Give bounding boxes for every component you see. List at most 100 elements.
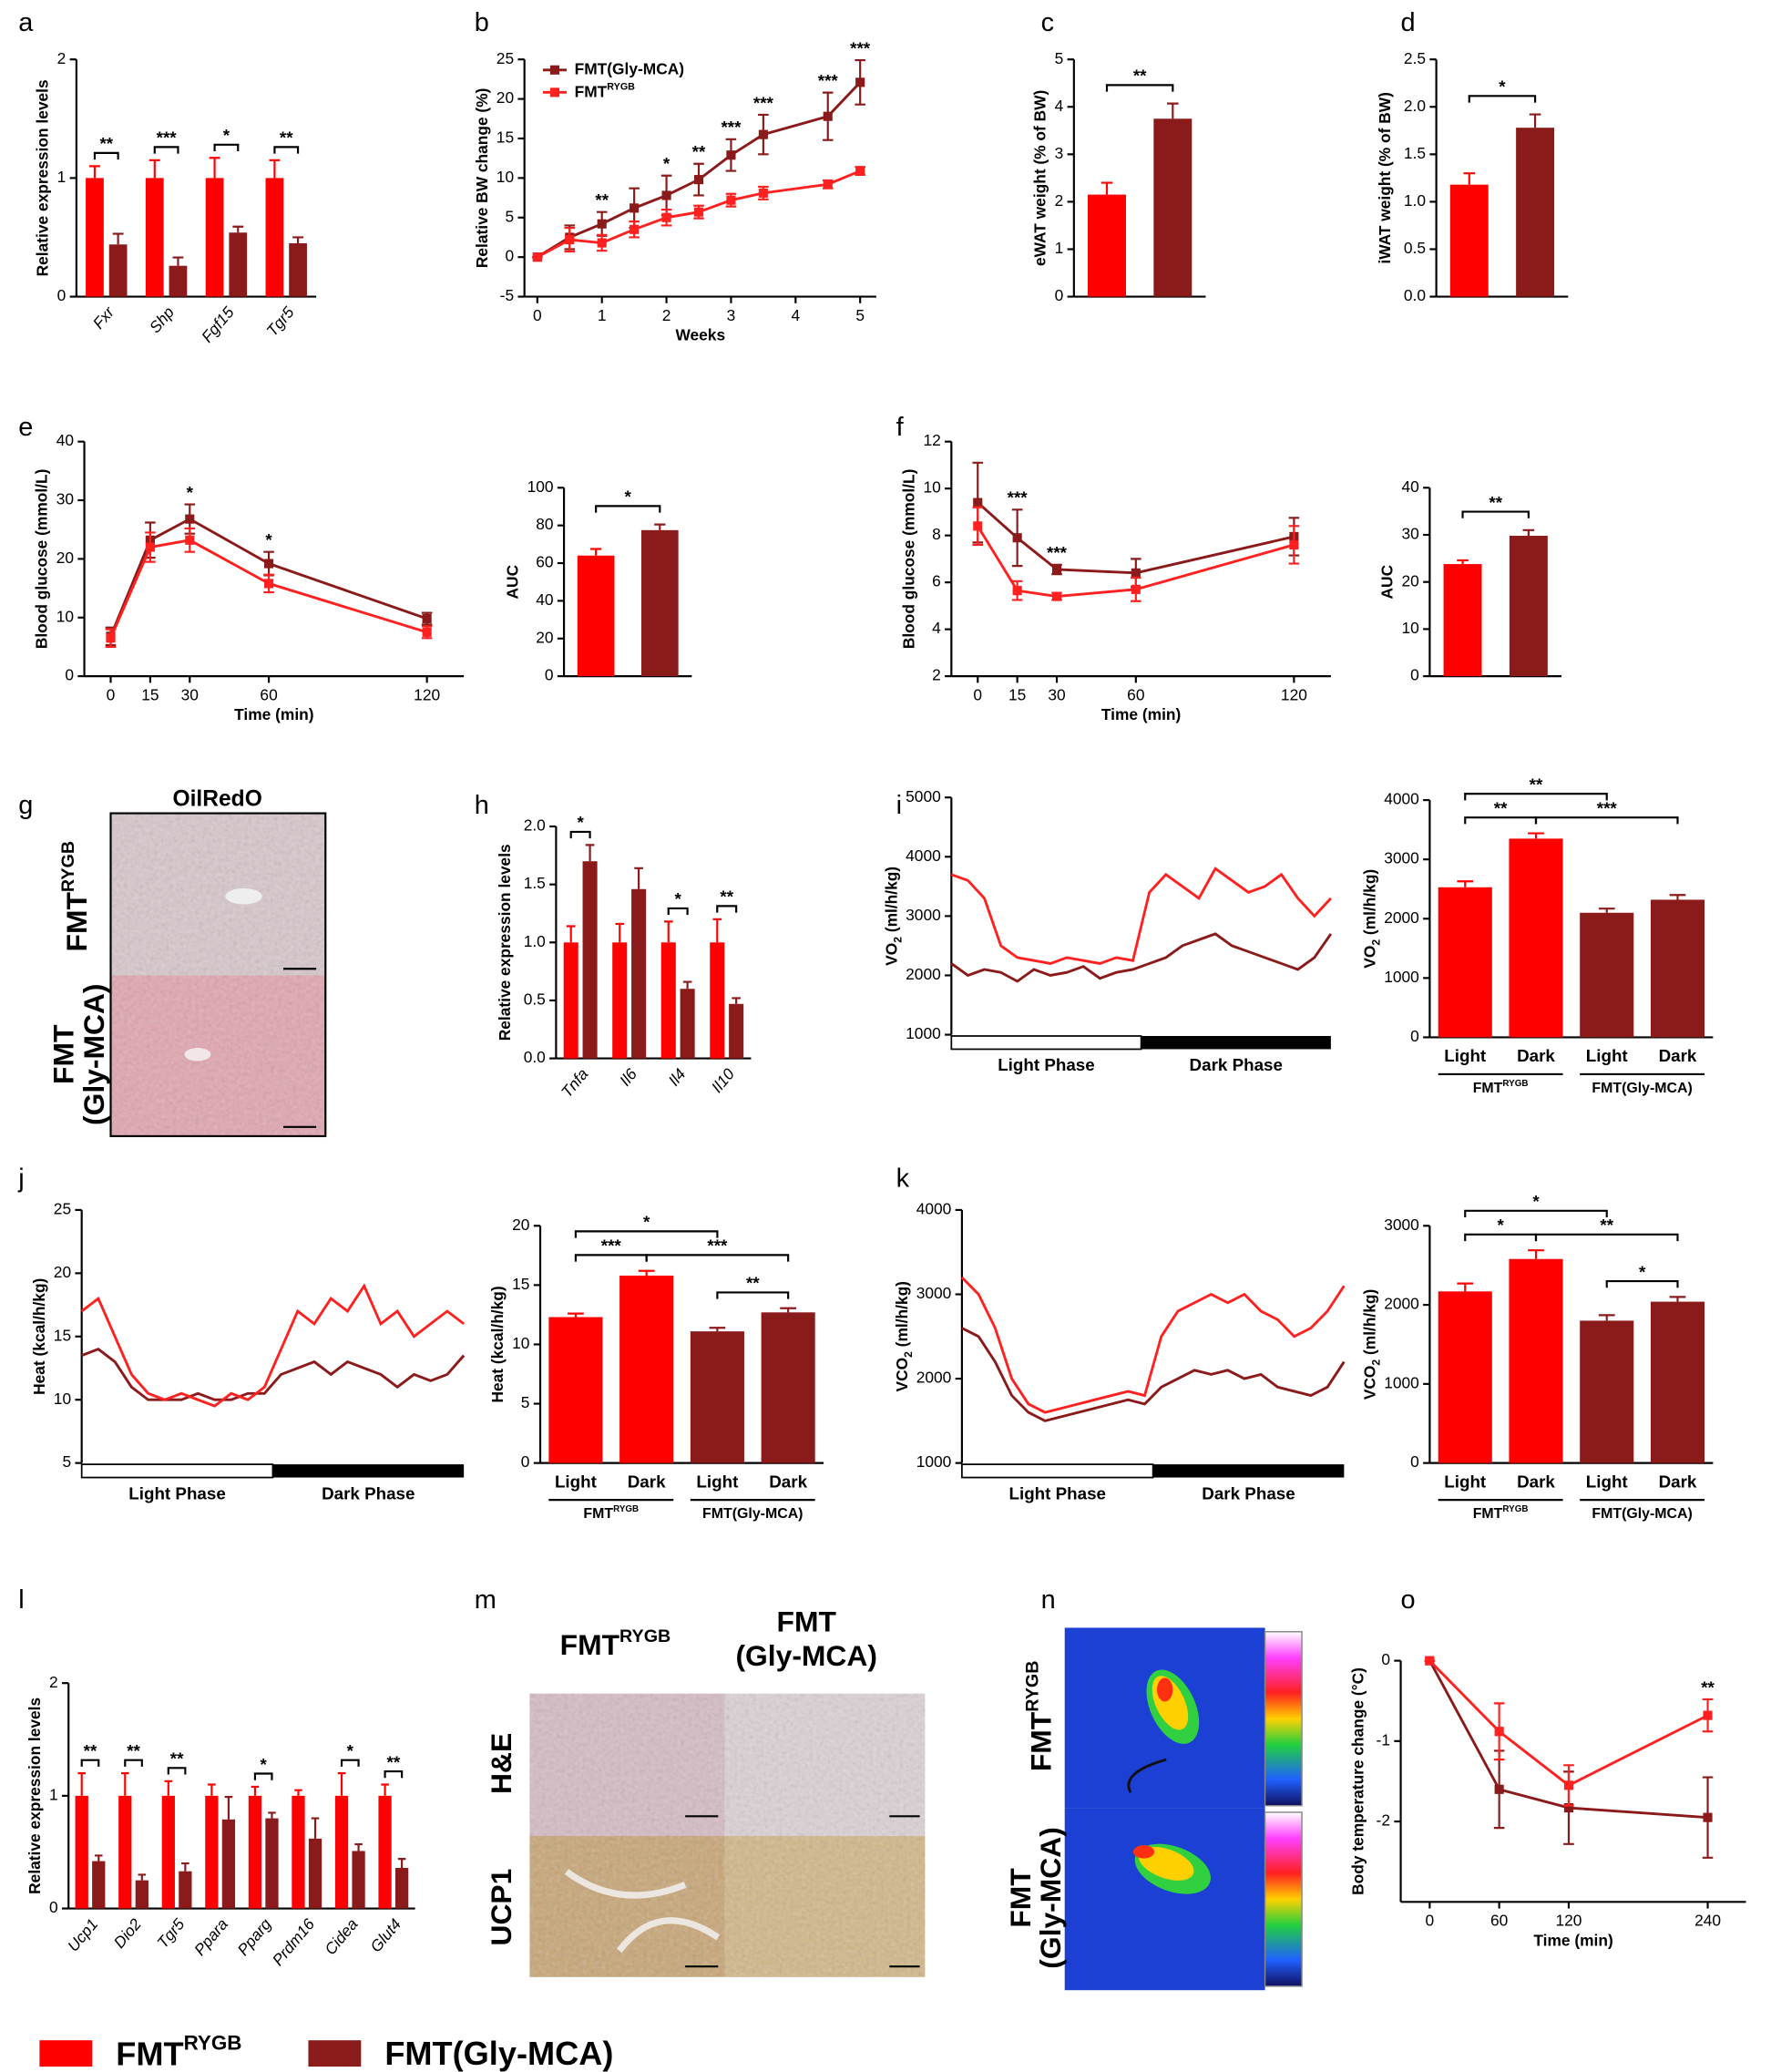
- x-tick-label: Ppara: [190, 1914, 231, 1959]
- error-bar: [1457, 559, 1469, 565]
- point: [422, 613, 432, 624]
- group-label-part: FMT: [1473, 1081, 1503, 1096]
- point: [1703, 1812, 1713, 1822]
- significance-label: **: [1489, 493, 1502, 512]
- panel-letter: k: [896, 1164, 910, 1193]
- point: [1563, 1803, 1574, 1813]
- y-tick-label: 20: [54, 1263, 71, 1281]
- significance-label: **: [1494, 798, 1508, 817]
- group-label-part: FMT: [583, 1506, 613, 1522]
- y-tick-label: 0: [545, 666, 554, 684]
- y-tick-label: 2: [57, 49, 67, 67]
- bar: [92, 1861, 106, 1909]
- series-line: [80, 1283, 466, 1408]
- significance-bracket: [716, 1291, 790, 1299]
- x-tick-label: 5: [855, 306, 865, 324]
- panel-n: n FMTRYGB FMT (Gly-MCA): [1004, 1585, 1303, 1991]
- error-bar: [568, 1312, 584, 1318]
- row-label-part: FMT: [60, 892, 93, 952]
- point: [726, 195, 736, 205]
- significance-label: **: [170, 1749, 184, 1769]
- group-label-part: RYGB: [1502, 1504, 1528, 1514]
- y-tick-label: 15: [512, 1275, 529, 1293]
- error-bar: [120, 1772, 129, 1796]
- point: [726, 150, 736, 160]
- error-bar: [1598, 908, 1615, 913]
- point: [693, 175, 704, 185]
- significance-label: **: [99, 134, 113, 153]
- y-tick-label: 3000: [1384, 849, 1419, 867]
- bar: [612, 942, 628, 1059]
- y-tick-label: 20: [496, 88, 514, 107]
- point: [106, 633, 116, 643]
- significance-label: **: [1530, 774, 1543, 794]
- x-tick-label: Light: [1586, 1472, 1629, 1491]
- point: [1703, 1710, 1713, 1720]
- y-tick-label: 15: [54, 1326, 71, 1344]
- y-axis-label: Relative expression levels: [496, 844, 514, 1041]
- series-line: [1428, 1659, 1709, 1788]
- row-label: (Gly-MCA): [77, 983, 110, 1125]
- significance-bracket: [569, 830, 591, 839]
- bar: [265, 178, 284, 297]
- y-tick-label: 2000: [1384, 908, 1419, 927]
- significance-label: *: [675, 889, 682, 908]
- panel-letter: m: [475, 1585, 496, 1615]
- error-bar: [1167, 102, 1179, 119]
- y-tick-label: 1.0: [524, 932, 546, 950]
- significance-label: **: [746, 1274, 760, 1293]
- x-tick-label: Light: [1444, 1472, 1487, 1491]
- panel-letter: n: [1041, 1585, 1056, 1615]
- significance-bracket: [1461, 510, 1530, 518]
- significance-bracket: [1105, 84, 1174, 92]
- significance-label: *: [261, 1755, 268, 1774]
- significance-label: *: [187, 483, 194, 502]
- x-tick-label: 30: [181, 685, 199, 703]
- x-tick-label: Ucp1: [64, 1915, 101, 1955]
- y-tick-label: 0.0: [524, 1048, 546, 1066]
- y-tick-label: 10: [923, 478, 940, 497]
- y-tick-label: 20: [512, 1216, 529, 1234]
- panel-letter: d: [1401, 8, 1416, 37]
- significance-label: ***: [721, 118, 742, 137]
- significance-label: ***: [753, 93, 774, 112]
- y-tick-label: 1000: [1384, 1373, 1419, 1391]
- tail: [1127, 1758, 1167, 1793]
- row-label: H&E: [485, 1733, 517, 1794]
- point: [1494, 1727, 1504, 1737]
- y-tick-label: 5: [521, 1393, 530, 1411]
- x-tick-label: Dio2: [110, 1914, 145, 1951]
- significance-label: **: [1701, 1677, 1715, 1697]
- y-tick-label: 4: [932, 619, 941, 637]
- significance-label: **: [387, 1752, 401, 1771]
- x-tick-label: 120: [414, 685, 440, 703]
- x-tick-label: Tgr5: [262, 303, 297, 339]
- bar: [563, 942, 578, 1059]
- phase-label: Dark Phase: [322, 1483, 415, 1503]
- point: [185, 514, 195, 524]
- error-bar: [712, 918, 722, 943]
- significance-bracket: [1534, 1233, 1679, 1242]
- panel-letter: o: [1401, 1585, 1416, 1615]
- series-line: [1428, 1659, 1708, 1820]
- legend-marker: [549, 87, 560, 97]
- y-tick-label: 4000: [916, 1200, 952, 1218]
- x-tick-label: 0: [107, 685, 116, 703]
- bar: [248, 1795, 262, 1909]
- y-tick-label: 10: [54, 1390, 71, 1408]
- x-tick-label: 30: [1048, 685, 1065, 703]
- y-axis-label-part: (ml/h/kg): [882, 867, 900, 937]
- x-tick-label: Light: [555, 1472, 598, 1491]
- point: [422, 627, 432, 637]
- error-bar: [112, 232, 124, 245]
- x-tick-label: Dark: [1659, 1472, 1697, 1491]
- group-label: FMTRYGB: [1473, 1079, 1529, 1096]
- light-phase-bar: [80, 1463, 274, 1479]
- y-axis-label-part: 2: [1370, 1359, 1383, 1366]
- x-tick-label: 0: [1426, 1912, 1435, 1930]
- bar: [1580, 1320, 1634, 1463]
- error-bar: [615, 922, 625, 943]
- significance-label: *: [1497, 1216, 1504, 1235]
- image-title: OilRedO: [172, 787, 261, 812]
- bar: [221, 1819, 236, 1909]
